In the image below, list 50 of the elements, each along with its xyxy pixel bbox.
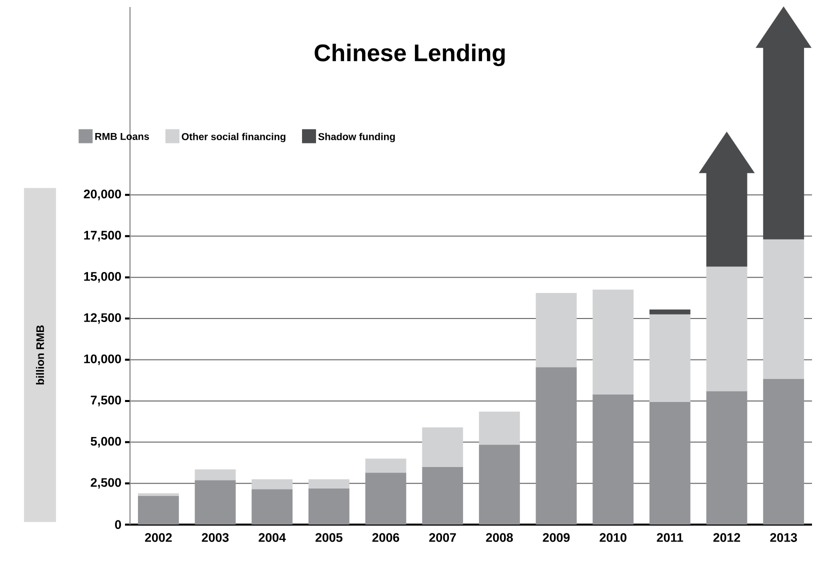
text: Chinese Lending <box>314 44 505 66</box>
bar <box>138 496 179 525</box>
bar <box>478 444 520 525</box>
bar <box>763 378 804 525</box>
x-tick-label: 2008 <box>486 533 513 542</box>
bar <box>763 239 804 379</box>
x-tick-label: 2003 <box>202 533 229 542</box>
bar <box>706 391 748 525</box>
x-tick-label: 2005 <box>316 533 342 542</box>
x-tick-label: 2002 <box>145 533 172 542</box>
y-tick-label: 17,500 <box>84 230 121 242</box>
x-tick-label: 2007 <box>429 533 456 542</box>
x-tick-label: 2012 <box>713 533 740 542</box>
legend-label: RMB Loans <box>95 133 150 140</box>
x-tick-label: 2010 <box>600 533 626 542</box>
y-tick-label: 5,000 <box>90 436 121 448</box>
bar <box>252 479 293 490</box>
x-tick-label: 2004 <box>258 533 286 542</box>
y-tick-label: 12,500 <box>84 313 121 324</box>
bar <box>649 314 690 402</box>
legend-label: Other social financing <box>182 132 286 142</box>
bar <box>422 427 464 467</box>
bar <box>592 290 634 394</box>
bar <box>365 458 406 473</box>
bar <box>649 402 690 525</box>
bar <box>194 480 236 525</box>
x-tick-label: 2013 <box>770 533 797 542</box>
bar <box>706 266 748 392</box>
legend-label: Shadow funding <box>318 132 395 142</box>
bar <box>308 479 350 488</box>
bar <box>478 412 520 445</box>
y-tick-label: 0 <box>115 520 121 529</box>
bar <box>365 472 406 525</box>
bar <box>592 394 634 525</box>
x-tick-label: 2006 <box>372 533 400 542</box>
y-tick-label: 2,500 <box>90 478 121 489</box>
x-tick-label: 2009 <box>542 533 570 542</box>
bar <box>308 488 350 525</box>
bar <box>252 489 293 525</box>
y-tick-label: 10,000 <box>84 354 121 366</box>
bar <box>536 367 577 525</box>
bar <box>649 309 690 314</box>
y-tick-label: 7,500 <box>90 396 121 406</box>
bar <box>194 469 236 480</box>
bar <box>536 292 577 368</box>
bar <box>422 466 464 525</box>
y-tick-label: 20,000 <box>84 190 121 200</box>
y-tick-label: 15,000 <box>84 272 121 283</box>
y-axis-title: billion RMB <box>36 325 44 384</box>
x-tick-label: 2011 <box>656 533 684 542</box>
